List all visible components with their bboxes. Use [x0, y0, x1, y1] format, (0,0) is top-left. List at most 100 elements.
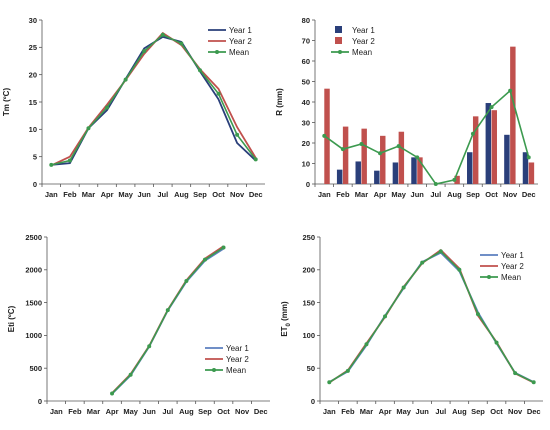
series-line-mean — [323, 89, 530, 185]
mean-point-mar — [364, 342, 369, 347]
series-line-mean — [111, 246, 224, 395]
mean-point-jul — [438, 249, 443, 254]
y-tick-label: 1500 — [25, 298, 42, 307]
bar-year2-nov — [510, 46, 516, 185]
x-tick-label: Jun — [411, 190, 425, 199]
y-tick-label: 2000 — [25, 266, 42, 275]
y-tick-label: 25 — [29, 43, 37, 52]
x-tick-label: Aug — [179, 407, 194, 416]
mean-point-sep — [470, 131, 475, 136]
x-tick-label: Aug — [447, 190, 462, 199]
mean-point-apr — [378, 151, 383, 156]
x-tick-label: May — [118, 190, 133, 199]
y-tick-label: 70 — [302, 36, 310, 45]
mean-point-sep — [475, 312, 480, 317]
x-tick-label: Jun — [143, 407, 157, 416]
y-tick-label: 150 — [302, 298, 315, 307]
legend-label-year1: Year 1 — [501, 251, 524, 260]
mean-point-nov — [513, 371, 518, 376]
x-tick-label: Dec — [522, 190, 536, 199]
mean-point-oct — [221, 245, 226, 250]
bar-year1-apr — [374, 170, 380, 184]
bar-year1-mar — [355, 161, 361, 184]
mean-point-jun — [147, 344, 152, 349]
bar-year2-oct — [491, 110, 497, 184]
y-axis-title: ET0 (mm) — [280, 301, 292, 337]
mean-point-jun — [415, 155, 420, 160]
mean-point-aug — [184, 278, 189, 283]
bar-year2-apr — [380, 135, 386, 184]
x-tick-label: Mar — [87, 407, 100, 416]
x-tick-label: Mar — [82, 190, 95, 199]
bar-year1-sep — [467, 152, 473, 184]
series-line-year2 — [50, 31, 257, 167]
mean-point-apr — [105, 105, 110, 110]
mean-point-jul — [433, 182, 438, 186]
x-tick-label: Oct — [212, 190, 225, 199]
mean-point-aug — [457, 267, 462, 272]
x-tick-label: Jan — [323, 407, 336, 416]
legend-label-year1: Year 1 — [352, 26, 375, 35]
bar-year1-dec — [522, 152, 529, 184]
y-axis-title: Tm (ºC) — [2, 88, 11, 117]
mean-point-sep — [202, 257, 207, 262]
chart-tm: 0 5 10 15 20 25 30 Jan Feb Mar Apr May Jun Jul Aug Sep O… — [2, 16, 265, 199]
mean-point-jul — [160, 32, 165, 37]
bar-year2-sep — [472, 116, 479, 184]
mean-point-nov — [235, 132, 240, 137]
mean-point-may — [401, 285, 406, 290]
y-tick-label: 0 — [306, 180, 310, 189]
x-tick-label: Jul — [430, 190, 441, 199]
y-axis-title: R (mm) — [275, 88, 284, 116]
x-tick-label: Nov — [230, 190, 245, 199]
x-tick-label: Feb — [336, 190, 350, 199]
legend-label-year1: Year 1 — [226, 344, 249, 353]
x-tick-label: Apr — [106, 407, 119, 416]
x-tick-label: Oct — [217, 407, 230, 416]
mean-point-aug — [452, 177, 457, 182]
legend-marker-mean — [215, 50, 219, 54]
x-tick-label: Dec — [527, 407, 541, 416]
y-axis-title-subscript: 0 — [286, 322, 292, 326]
x-tick-label: Nov — [235, 407, 250, 416]
bar-year1-oct — [485, 103, 492, 184]
y-tick-label: 0 — [311, 397, 315, 406]
x-tick-label: Jul — [157, 190, 168, 199]
x-tick-label: Feb — [63, 190, 77, 199]
x-tick-label: Sep — [466, 190, 480, 199]
legend-label-mean: Mean — [226, 366, 246, 375]
mean-point-may — [128, 372, 133, 377]
x-tick-label: May — [396, 407, 411, 416]
y-tick-label: 10 — [302, 159, 310, 168]
legend-label-mean: Mean — [501, 273, 521, 282]
legend-marker-mean — [338, 50, 342, 54]
x-tick-label: Oct — [490, 407, 503, 416]
y-tick-label: 15 — [29, 98, 37, 107]
legend-label-year2: Year 2 — [229, 37, 252, 46]
mean-point-jun — [142, 49, 147, 54]
mean-point-feb — [67, 158, 72, 163]
y-tick-label: 5 — [33, 152, 37, 161]
mean-point-mar — [359, 142, 364, 147]
mean-point-jan — [322, 133, 327, 138]
legend-label-mean: Mean — [352, 48, 372, 57]
y-tick-label: 500 — [29, 364, 42, 373]
y-tick-label: 200 — [302, 266, 315, 275]
bar-year2-mar — [361, 128, 367, 184]
mean-point-sep — [197, 68, 202, 73]
bar-year2-aug — [454, 175, 460, 184]
legend-marker-mean — [212, 368, 216, 372]
x-tick-label: Mar — [360, 407, 373, 416]
y-tick-label: 10 — [29, 125, 37, 134]
legend-label-year2: Year 2 — [226, 355, 249, 364]
y-tick-label: 0 — [33, 180, 37, 189]
y-tick-label: 0 — [38, 397, 42, 406]
legend-label-year1: Year 1 — [229, 26, 252, 35]
x-tick-label: Feb — [341, 407, 355, 416]
y-tick-label: 1000 — [25, 331, 42, 340]
x-tick-label: Apr — [374, 190, 387, 199]
y-tick-label: 20 — [302, 139, 310, 148]
y-tick-label: 2500 — [25, 233, 42, 242]
mean-point-may — [396, 144, 401, 149]
y-axis-title-text: R (mm) — [275, 88, 284, 116]
